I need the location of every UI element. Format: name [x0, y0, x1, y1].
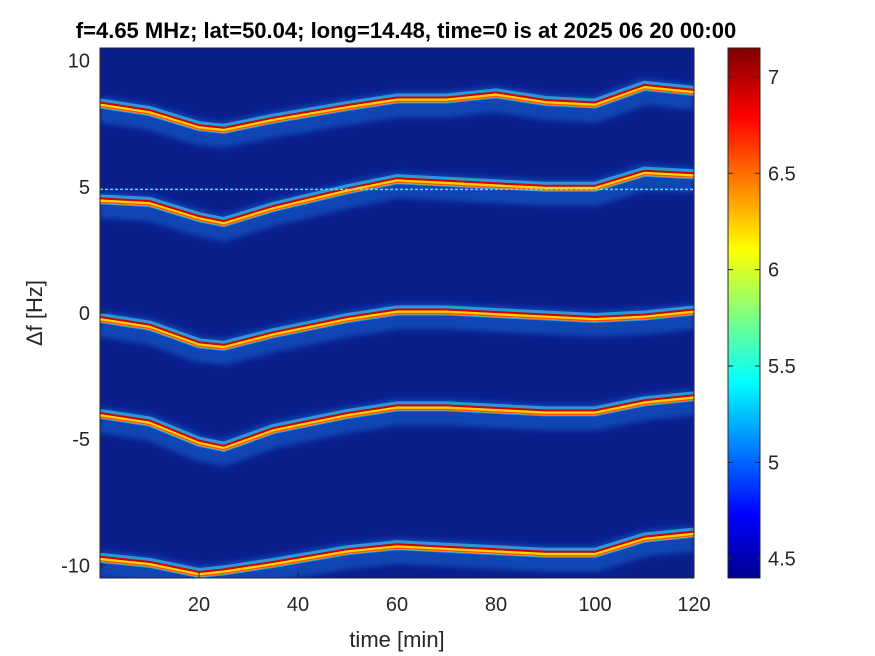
x-axis-ticks: 20 40 60 80 100 120 [188, 572, 711, 616]
trace-spread-0 [100, 78, 694, 148]
y-tick-label-1: 5 [79, 177, 90, 199]
x-axis-label: time [min] [349, 627, 444, 652]
colorbar-tick-label-3: 5.5 [768, 356, 796, 378]
trace-core-secondary-2 [100, 312, 694, 350]
x-tick-label-1: 40 [287, 594, 309, 616]
colorbar-tick-label-2: 6 [768, 260, 779, 282]
x-tick-label-2: 60 [386, 594, 408, 616]
trace-core-1 [100, 169, 694, 223]
colorbar-ticks: 7 6.5 6 5.5 5 4.5 [728, 67, 796, 571]
y-tick-label-0: 10 [68, 51, 90, 73]
x-tick-label-4: 100 [578, 594, 611, 616]
trace-core-2 [100, 308, 694, 346]
trace-core-secondary-3 [100, 398, 694, 451]
x-tick-label-3: 80 [485, 594, 507, 616]
y-axis-ticks: 10 5 0 -5 -10 [61, 51, 106, 577]
trace-spread-1 [100, 164, 694, 242]
trace-glow-2 [100, 310, 694, 350]
trace-glow-3 [100, 396, 694, 451]
y-tick-label-4: -10 [61, 555, 90, 577]
trace-core-secondary-0 [100, 88, 694, 133]
trace-spread-3 [100, 389, 694, 467]
chart-title: f=4.65 MHz; lat=50.04; long=14.48, time=… [76, 18, 736, 43]
trace-core-0 [100, 83, 694, 129]
trace-spread-2 [100, 303, 694, 365]
y-tick-label-3: -5 [72, 429, 90, 451]
colorbar [727, 47, 761, 579]
y-axis-label: Δf [Hz] [22, 280, 47, 346]
y-tick-label-2: 0 [79, 303, 90, 325]
x-tick-label-0: 20 [188, 594, 210, 616]
trace-spread-4 [100, 525, 694, 578]
colorbar-tick-label-5: 4.5 [768, 549, 796, 571]
trace-core-3 [100, 394, 694, 447]
colorbar-tick-label-0: 7 [768, 67, 779, 89]
trace-layer [100, 78, 694, 578]
colorbar-tick-label-4: 5 [768, 452, 779, 474]
colorbar-tick-label-1: 6.5 [768, 163, 796, 185]
trace-glow-0 [100, 85, 694, 133]
x-tick-label-5: 120 [677, 594, 710, 616]
